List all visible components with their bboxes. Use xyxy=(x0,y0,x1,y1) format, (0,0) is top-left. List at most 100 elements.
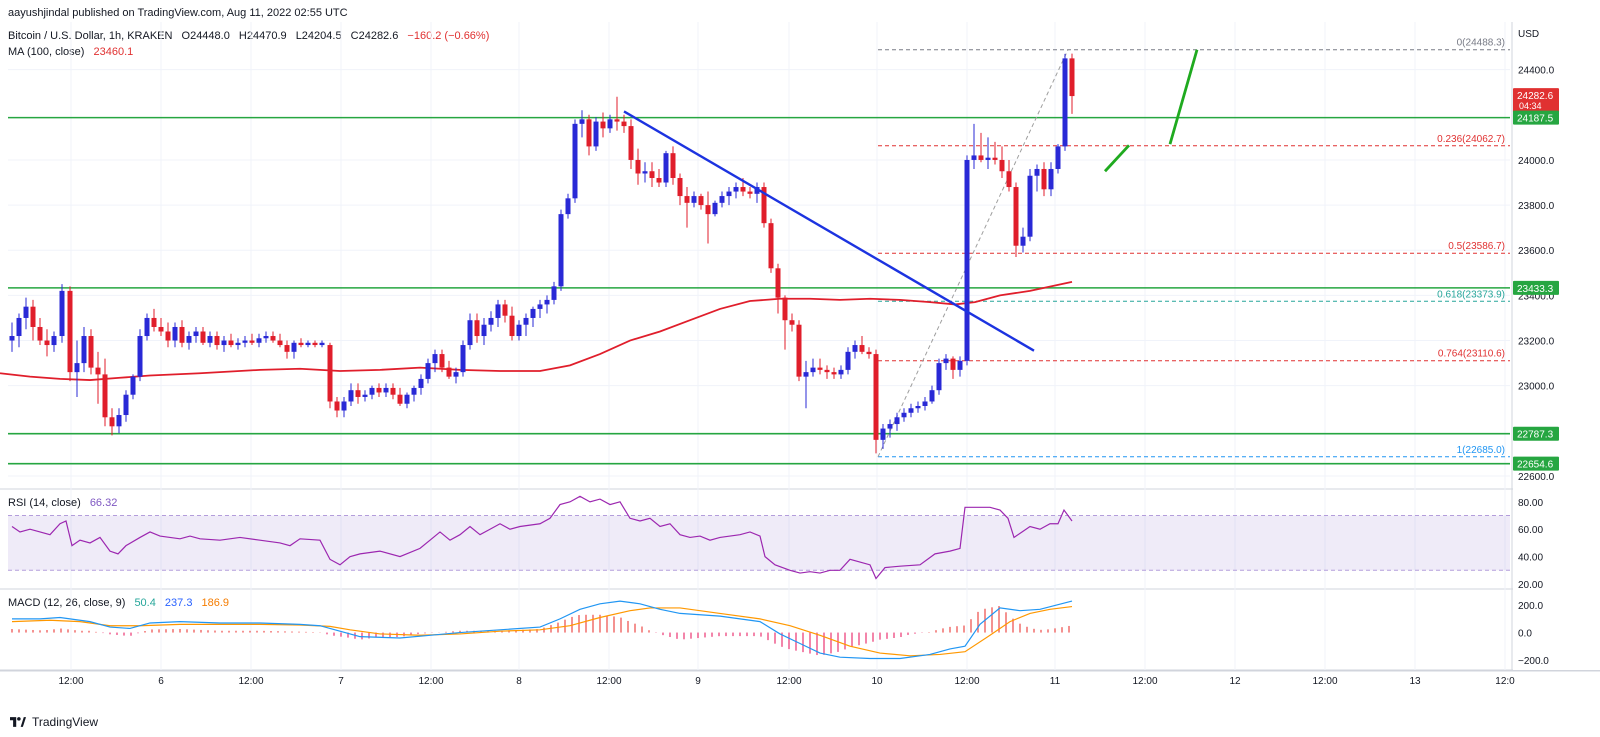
candle-body xyxy=(985,157,991,160)
candle-body xyxy=(116,415,122,427)
footer-brand[interactable]: TradingView xyxy=(10,715,98,729)
candle-body xyxy=(158,326,164,332)
time-tick-label: 12:00 xyxy=(58,676,83,687)
change-value: −160.2 (−0.66%) xyxy=(407,30,490,42)
candle-body xyxy=(172,326,178,341)
candle-body xyxy=(228,340,234,346)
price-badge-label: 22654.6 xyxy=(1517,460,1554,471)
candle-body xyxy=(439,354,445,368)
macd-label[interactable]: MACD (12, 26, close, 9) xyxy=(8,597,126,609)
projected-dip-line xyxy=(1103,144,1131,173)
candle-body xyxy=(635,159,641,174)
candle-body xyxy=(565,198,571,215)
candle-body xyxy=(1048,168,1054,190)
open-value: O24448.0 xyxy=(181,30,230,42)
candle-body xyxy=(179,326,185,343)
candle-body xyxy=(663,153,669,183)
rsi-label[interactable]: RSI (14, close) xyxy=(8,497,81,509)
candle-body xyxy=(726,191,732,197)
candle-body xyxy=(446,367,452,377)
candle-body xyxy=(887,424,893,429)
candle-body xyxy=(810,367,816,373)
candle-body xyxy=(1069,58,1075,97)
macd-tick-label: 0.0 xyxy=(1518,629,1532,640)
time-tick-label: 12:00 xyxy=(776,676,801,687)
candle-body xyxy=(242,340,248,343)
candle-body xyxy=(214,336,220,346)
candle-body xyxy=(579,119,585,124)
fib-retracement[interactable]: 0(24488.3) 0.236(24062.7) 0.5(23586.7) 0.61… xyxy=(877,38,1510,458)
ma-label[interactable]: MA (100, close) xyxy=(8,46,85,58)
fib-level-label: 0.618(23373.9) xyxy=(1437,289,1505,300)
candle-body xyxy=(495,304,501,318)
price-badge xyxy=(1513,88,1559,113)
rsi-tick-label: 60.00 xyxy=(1518,525,1543,536)
candle-body xyxy=(193,331,199,337)
candle-body xyxy=(600,121,606,129)
candle-body xyxy=(341,401,347,411)
candle-body xyxy=(530,308,536,318)
tradingview-logo-icon xyxy=(10,717,26,727)
macd-legend[interactable]: MACD (12, 26, close, 9) 50.4 237.3 186.9 xyxy=(8,597,235,609)
candle-body xyxy=(586,119,592,147)
candle-body xyxy=(866,351,872,355)
candle-body xyxy=(502,304,508,316)
candle-body xyxy=(607,119,613,129)
price-badge-label: 24187.5 xyxy=(1517,114,1554,125)
rsi-band-fill xyxy=(8,515,1510,571)
publisher-line: aayushjindal published on TradingView.co… xyxy=(8,7,348,19)
candle-body xyxy=(712,202,718,215)
time-tick-label: 12:00 xyxy=(1132,676,1157,687)
candle-body xyxy=(999,159,1005,172)
candle-body xyxy=(334,401,340,411)
symbol-name[interactable]: Bitcoin / U.S. Dollar, 1h, KRAKEN xyxy=(8,30,173,42)
candle-body xyxy=(16,317,22,337)
candle-body xyxy=(305,342,311,346)
candle-body xyxy=(277,340,283,346)
macd-line xyxy=(12,600,1073,660)
candle-body xyxy=(312,342,318,346)
time-tick-label: 12:00 xyxy=(1312,676,1337,687)
candle-body xyxy=(740,187,746,192)
candle-body xyxy=(235,342,241,346)
time-tick-label: 12:00 xyxy=(238,676,263,687)
candle-body xyxy=(376,387,382,393)
user-drawings[interactable] xyxy=(623,49,1199,352)
time-tick-label: 12:00 xyxy=(954,676,979,687)
time-tick-label: 6 xyxy=(158,676,164,687)
candle-body xyxy=(1006,171,1012,188)
candle-body xyxy=(249,340,255,343)
candle-body xyxy=(670,153,676,179)
candle-body xyxy=(698,196,704,206)
candle-body xyxy=(705,205,711,215)
candle-body xyxy=(1041,168,1047,190)
ma-100-path xyxy=(0,280,1073,381)
price-badge xyxy=(1513,456,1559,471)
candle-body xyxy=(950,358,956,370)
candle-body xyxy=(1034,168,1040,176)
ma-legend[interactable]: MA (100, close) 23460.1 xyxy=(8,46,139,58)
price-tick-label: 23200.0 xyxy=(1518,337,1555,348)
candle-body xyxy=(432,354,438,364)
candle-body xyxy=(523,317,529,325)
candle-body xyxy=(362,394,368,397)
price-tick-label: 22600.0 xyxy=(1518,472,1555,483)
fib-level-label: 0.236(24062.7) xyxy=(1437,134,1505,145)
time-tick-label: 13 xyxy=(1409,676,1421,687)
bearish-trend-line xyxy=(623,110,1035,352)
price-tick-label: 23800.0 xyxy=(1518,201,1555,212)
macd-value-hist: 50.4 xyxy=(134,597,156,609)
candle-body xyxy=(859,345,865,352)
candle-body xyxy=(319,342,325,346)
candle-body xyxy=(348,390,354,402)
rsi-legend[interactable]: RSI (14, close) 66.32 xyxy=(8,497,123,509)
candle-body xyxy=(733,187,739,192)
support-resistance-lines[interactable] xyxy=(8,116,1510,465)
candle-body xyxy=(397,394,403,404)
candle-body xyxy=(383,387,389,393)
axes: USD24400.024000.023800.023600.023400.023… xyxy=(0,22,1600,687)
fib-level-label: 0.5(23586.7) xyxy=(1448,241,1505,252)
time-tick-label: 11 xyxy=(1050,676,1061,687)
candle-body xyxy=(481,324,487,337)
